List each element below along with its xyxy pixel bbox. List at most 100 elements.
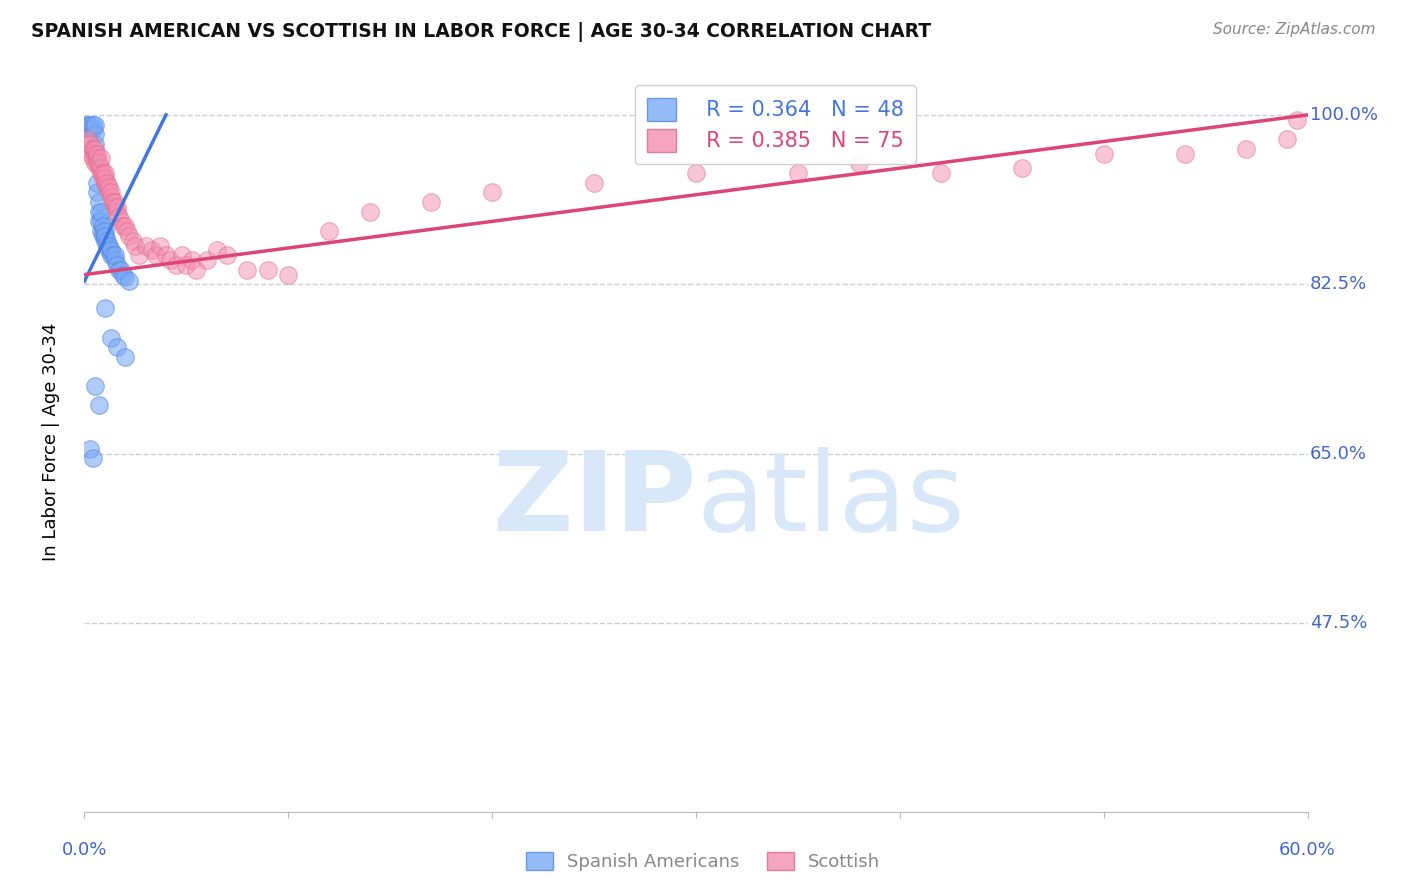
Point — [929, 166, 952, 180]
Point — [90, 152, 112, 166]
Point — [97, 244, 120, 258]
Point — [155, 248, 177, 262]
Point — [82, 451, 104, 466]
Point — [112, 268, 135, 282]
Point — [318, 224, 340, 238]
Point — [79, 442, 101, 456]
Point — [1286, 112, 1309, 127]
Point — [114, 219, 136, 234]
Point — [87, 214, 110, 228]
Point — [115, 224, 138, 238]
Point — [86, 186, 108, 200]
Point — [77, 132, 100, 146]
Point — [359, 204, 381, 219]
Point — [420, 194, 443, 209]
Point — [96, 180, 118, 194]
Point — [685, 166, 707, 180]
Point — [83, 379, 105, 393]
Point — [105, 200, 128, 214]
Point — [87, 398, 110, 412]
Point — [186, 262, 208, 277]
Point — [83, 128, 105, 142]
Point — [91, 228, 114, 243]
Point — [277, 268, 299, 282]
Point — [236, 262, 259, 277]
Point — [787, 166, 810, 180]
Point — [1092, 146, 1115, 161]
Point — [172, 248, 194, 262]
Point — [104, 248, 127, 262]
Point — [114, 350, 136, 364]
Point — [77, 118, 100, 132]
Point — [82, 122, 104, 136]
Point — [105, 258, 128, 272]
Text: 65.0%: 65.0% — [1310, 444, 1367, 463]
Point — [159, 253, 181, 268]
Point — [87, 156, 110, 170]
Point — [79, 118, 101, 132]
Point — [83, 136, 105, 151]
Point — [91, 224, 114, 238]
Point — [90, 204, 112, 219]
Point — [93, 234, 115, 248]
Point — [1011, 161, 1033, 175]
Point — [93, 170, 115, 185]
Point — [149, 238, 172, 252]
Point — [83, 118, 105, 132]
Point — [93, 224, 115, 238]
Point — [90, 166, 112, 180]
Point — [82, 152, 104, 166]
Point — [1277, 132, 1299, 146]
Point — [101, 194, 124, 209]
Point — [141, 244, 163, 258]
Point — [118, 228, 141, 243]
Point — [104, 253, 127, 268]
Text: 47.5%: 47.5% — [1310, 614, 1368, 632]
Point — [77, 122, 100, 136]
Point — [91, 166, 114, 180]
Point — [257, 262, 280, 277]
Text: 82.5%: 82.5% — [1310, 276, 1367, 293]
Point — [93, 228, 115, 243]
Point — [93, 301, 115, 316]
Point — [87, 204, 110, 219]
Point — [101, 248, 124, 262]
Point — [86, 146, 108, 161]
Legend:   R = 0.364   N = 48,   R = 0.385   N = 75: R = 0.364 N = 48, R = 0.385 N = 75 — [634, 86, 917, 164]
Point — [93, 176, 115, 190]
Point — [174, 258, 197, 272]
Point — [82, 142, 104, 156]
Point — [104, 200, 127, 214]
Text: 60.0%: 60.0% — [1279, 841, 1336, 859]
Point — [195, 253, 218, 268]
Point — [1236, 142, 1258, 156]
Point — [87, 194, 110, 209]
Point — [110, 262, 132, 277]
Point — [112, 219, 135, 234]
Point — [79, 136, 101, 151]
Point — [96, 238, 118, 252]
Point — [97, 186, 120, 200]
Point — [135, 238, 157, 252]
Point — [86, 156, 108, 170]
Point — [100, 248, 122, 262]
Point — [93, 228, 115, 243]
Point — [205, 244, 228, 258]
Y-axis label: In Labor Force | Age 30-34: In Labor Force | Age 30-34 — [42, 322, 60, 561]
Point — [110, 214, 132, 228]
Point — [83, 142, 105, 156]
Point — [87, 161, 110, 175]
Point — [91, 219, 114, 234]
Point — [108, 262, 131, 277]
Point — [90, 161, 112, 175]
Point — [79, 146, 101, 161]
Point — [100, 190, 122, 204]
Point — [96, 234, 118, 248]
Point — [90, 214, 112, 228]
Text: atlas: atlas — [696, 447, 965, 554]
Point — [90, 224, 112, 238]
Text: 0.0%: 0.0% — [62, 841, 107, 859]
Point — [1174, 146, 1197, 161]
Point — [86, 152, 108, 166]
Text: 100.0%: 100.0% — [1310, 106, 1378, 124]
